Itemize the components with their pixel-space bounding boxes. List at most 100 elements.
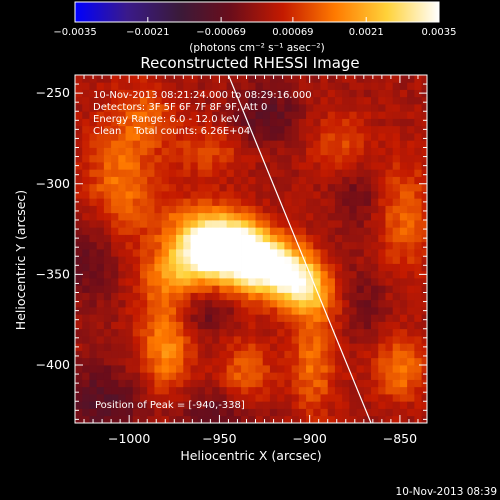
heatmap-cell — [255, 205, 264, 214]
heatmap-cell — [407, 379, 415, 388]
heatmap-cell — [233, 111, 242, 119]
heatmap-cell — [103, 191, 112, 199]
heatmap-cell — [219, 408, 228, 417]
heatmap-cell — [320, 328, 329, 337]
heatmap-cell — [385, 198, 394, 206]
colorbar-tick-label: 0.0021 — [349, 27, 384, 38]
heatmap-cell — [197, 147, 206, 156]
heatmap-cell — [75, 350, 83, 359]
heatmap-cell — [371, 401, 379, 409]
heatmap-cell — [385, 241, 394, 250]
heatmap-cell — [219, 336, 228, 344]
heatmap-cell — [89, 133, 98, 141]
heatmap-cell — [378, 140, 386, 148]
heatmap-cell — [414, 292, 422, 301]
heatmap-cell — [89, 162, 98, 170]
heatmap-cell — [385, 292, 394, 301]
heatmap-cell — [204, 212, 213, 221]
heatmap-cell — [313, 140, 321, 148]
heatmap-cell — [262, 249, 271, 257]
heatmap-cell — [407, 401, 415, 409]
heatmap-cell — [212, 169, 220, 177]
heatmap-cell — [342, 183, 350, 192]
heatmap-cell — [183, 147, 191, 156]
heatmap-cell — [96, 154, 105, 163]
heatmap-cell — [75, 256, 83, 264]
heatmap-cell — [96, 220, 105, 228]
heatmap-cell — [132, 140, 141, 148]
heatmap-cell — [342, 285, 350, 293]
heatmap-cell — [269, 154, 278, 163]
heatmap-cell — [284, 336, 293, 344]
heatmap-cell — [414, 162, 422, 170]
heatmap-cell — [262, 350, 271, 359]
heatmap-cell — [342, 343, 350, 351]
heatmap-cell — [132, 350, 141, 359]
heatmap-cell — [327, 169, 336, 177]
heatmap-cell — [255, 285, 264, 293]
heatmap-cell — [421, 372, 427, 380]
heatmap-cell — [125, 104, 134, 112]
heatmap-cell — [125, 241, 134, 250]
heatmap-cell — [356, 133, 365, 141]
heatmap-cell — [320, 140, 329, 148]
heatmap-cell — [147, 234, 155, 243]
heatmap-cell — [407, 343, 415, 351]
heatmap-cell — [385, 147, 394, 156]
heatmap-cell — [183, 241, 191, 250]
heatmap-cell — [118, 292, 126, 301]
heatmap-cell — [363, 191, 372, 199]
heatmap-cell — [111, 299, 119, 308]
heatmap-cell — [313, 343, 321, 351]
heatmap-cell — [349, 191, 357, 199]
heatmap-cell — [139, 328, 148, 337]
heatmap-cell — [334, 299, 343, 308]
heatmap-cell — [132, 133, 141, 141]
heatmap-cell — [147, 343, 155, 351]
heatmap-cell — [212, 234, 220, 243]
heatmap-cell — [241, 241, 249, 250]
heatmap-cell — [313, 386, 321, 395]
heatmap-cell — [204, 357, 213, 366]
heatmap-cell — [306, 140, 314, 148]
heatmap-cell — [255, 234, 264, 243]
heatmap-cell — [291, 154, 300, 163]
heatmap-cell — [327, 336, 336, 344]
heatmap-cell — [82, 249, 90, 257]
heatmap-cell — [132, 343, 141, 351]
heatmap-cell — [349, 89, 357, 98]
heatmap-cell — [269, 314, 278, 322]
heatmap-cell — [89, 220, 98, 228]
heatmap-cell — [161, 176, 170, 185]
heatmap-cell — [96, 169, 105, 177]
heatmap-cell — [168, 314, 177, 322]
heatmap-cell — [306, 191, 314, 199]
heatmap-cell — [284, 75, 293, 83]
heatmap-cell — [407, 205, 415, 214]
heatmap-cell — [154, 162, 163, 170]
heatmap-cell — [298, 125, 307, 134]
heatmap-cell — [298, 198, 307, 206]
heatmap-cell — [407, 118, 415, 127]
heatmap-cell — [414, 336, 422, 344]
heatmap-cell — [219, 343, 228, 351]
heatmap-cell — [385, 321, 394, 330]
heatmap-cell — [161, 227, 170, 235]
heatmap-cell — [414, 198, 422, 206]
heatmap-cell — [176, 191, 184, 199]
heatmap-cell — [378, 220, 386, 228]
heatmap-cell — [125, 133, 134, 141]
heatmap-cell — [334, 372, 343, 380]
heatmap-cell — [356, 234, 365, 243]
heatmap-cell — [233, 263, 242, 272]
heatmap-cell — [378, 379, 386, 388]
heatmap-cell — [334, 343, 343, 351]
heatmap-cell — [212, 379, 220, 388]
heatmap-cell — [233, 125, 242, 134]
heatmap-cell — [342, 227, 350, 235]
heatmap-cell — [111, 140, 119, 148]
heatmap-cell — [118, 212, 126, 221]
heatmap-cell — [168, 183, 177, 192]
heatmap-cell — [111, 154, 119, 163]
heatmap-cell — [277, 343, 285, 351]
